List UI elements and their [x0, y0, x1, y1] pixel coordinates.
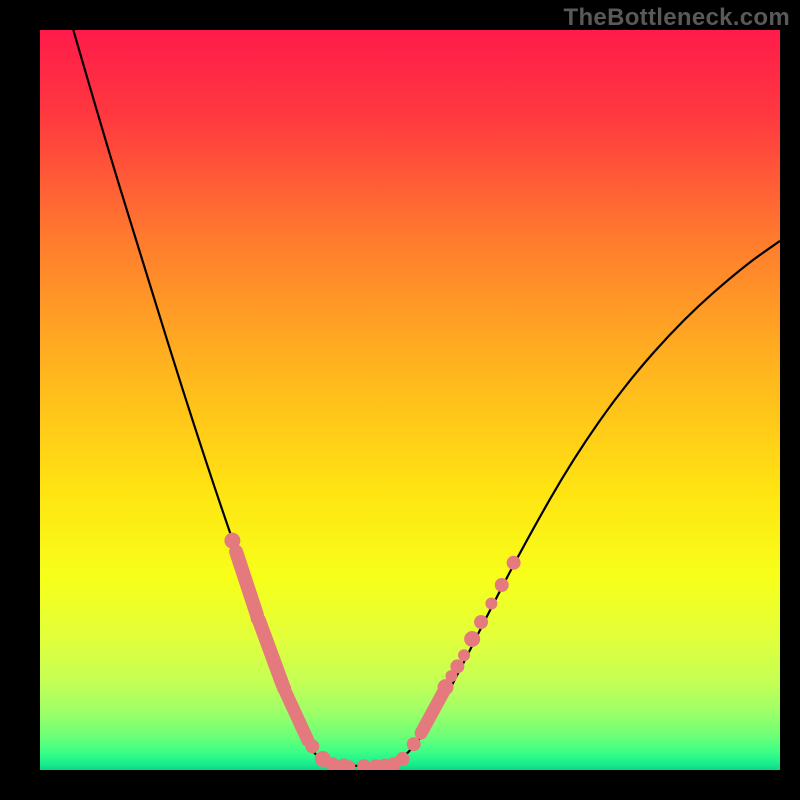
marker-dot	[458, 649, 470, 661]
marker-dot	[485, 598, 497, 610]
marker-dot	[507, 556, 521, 570]
marker-dot	[464, 631, 480, 647]
marker-dot	[474, 615, 488, 629]
marker-dot	[224, 533, 240, 549]
plot-svg	[40, 30, 780, 770]
watermark-text: TheBottleneck.com	[564, 4, 790, 32]
marker-dot	[450, 659, 464, 673]
marker-dot	[305, 739, 319, 753]
plot-area	[40, 30, 780, 770]
marker-dot	[277, 682, 291, 696]
marker-dot	[407, 737, 421, 751]
marker-dot	[251, 611, 265, 625]
marker-dot	[396, 752, 410, 766]
gradient-background	[40, 30, 780, 770]
marker-dot	[495, 578, 509, 592]
chart-canvas: TheBottleneck.com	[0, 0, 800, 800]
